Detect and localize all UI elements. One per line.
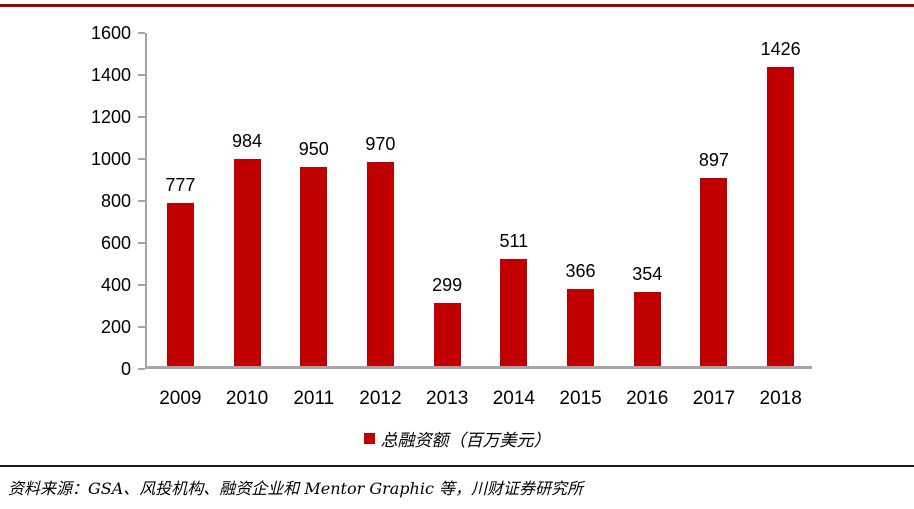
y-axis-tick <box>138 242 145 244</box>
y-axis-tick-label: 1200 <box>90 107 131 127</box>
bar-2014 <box>500 258 528 366</box>
y-axis-tick <box>138 158 145 160</box>
bar-value-label: 1426 <box>760 38 801 59</box>
bar-value-label: 970 <box>365 134 396 155</box>
bar-value-label: 354 <box>632 263 663 284</box>
x-axis-label: 2010 <box>225 388 269 409</box>
bar-2016 <box>633 291 661 366</box>
x-axis-label: 2011 <box>293 388 335 409</box>
y-axis-tick-label: 1400 <box>90 65 131 85</box>
bar-value-label: 984 <box>232 131 263 152</box>
y-axis-tick <box>138 200 145 202</box>
bar-2010 <box>233 159 261 366</box>
bar-value-label: 299 <box>432 275 463 296</box>
y-axis-tick-label: 1600 <box>90 23 131 43</box>
y-axis-tick-label: 800 <box>100 191 131 211</box>
bar-value-label: 950 <box>298 138 329 159</box>
x-axis-label: 2016 <box>626 388 669 409</box>
source-note: 资料来源：GSA、风投机构、融资企业和 Mentor Graphic 等，川财证… <box>8 479 584 498</box>
bar-chart-plot-area: 0 200 400 600 800 1000 1200 1400 1600 777 2009 984 2… <box>91 23 812 409</box>
y-axis-tick <box>138 326 145 328</box>
x-axis-label: 2012 <box>359 388 402 409</box>
chart-legend: 总融资额（百万美元） <box>0 427 914 451</box>
bar-value-label: 777 <box>165 174 196 195</box>
bar-2011 <box>300 166 328 366</box>
x-axis-label: 2009 <box>159 388 202 409</box>
bar-2012 <box>366 162 394 366</box>
y-axis-tick-label: 0 <box>120 359 131 379</box>
y-axis-tick-label: 600 <box>100 233 131 253</box>
bar-2018 <box>767 66 795 366</box>
bar-value-label: 366 <box>565 261 596 282</box>
x-axis-label: 2018 <box>759 388 802 409</box>
x-axis-label: 2014 <box>492 388 535 409</box>
bar-2013 <box>433 303 461 366</box>
y-axis-tick <box>138 284 145 286</box>
y-axis-tick-label: 200 <box>100 317 131 337</box>
top-red-rule <box>0 4 914 7</box>
footer-divider-rule <box>0 465 914 467</box>
y-axis-tick <box>138 116 145 118</box>
bar-2009 <box>166 202 194 366</box>
y-axis-tick <box>138 32 145 34</box>
legend-marker-square-icon <box>363 432 375 444</box>
bar-value-label: 897 <box>698 149 729 170</box>
bar-value-label: 511 <box>499 230 529 251</box>
legend-series-label: 总融资额（百万美元） <box>380 430 551 451</box>
x-axis-label: 2013 <box>426 388 469 409</box>
x-axis-label: 2015 <box>559 388 602 409</box>
y-axis-tick-label: 400 <box>100 275 131 295</box>
y-axis-tick <box>138 74 145 76</box>
y-axis-tick <box>138 368 145 370</box>
bar-2015 <box>567 289 595 366</box>
y-axis-tick-label: 1000 <box>90 149 131 169</box>
x-axis-label: 2017 <box>692 388 736 409</box>
bar-2017 <box>700 177 728 366</box>
